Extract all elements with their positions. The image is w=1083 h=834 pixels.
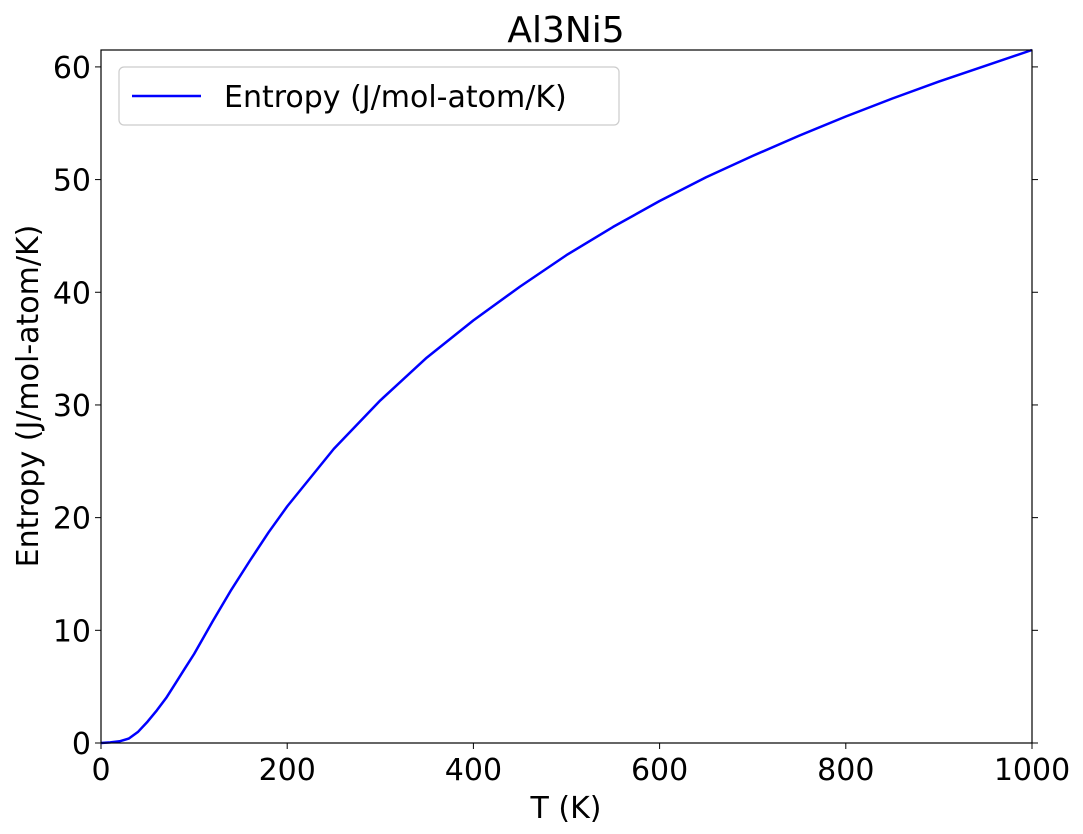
legend-box	[118, 66, 620, 126]
plot-background	[101, 50, 1032, 743]
y-tick-label: 20	[53, 502, 91, 537]
y-tick-label: 50	[53, 164, 91, 199]
y-tick-label: 60	[53, 51, 91, 86]
x-tick-label: 200	[259, 753, 316, 788]
x-tick-label: 800	[817, 753, 874, 788]
x-tick-label: 1000	[994, 753, 1070, 788]
legend-label: Entropy (J/mol-atom/K)	[224, 80, 567, 115]
x-tick-label: 0	[91, 753, 110, 788]
plot-frame	[100, 49, 1033, 744]
y-tick-label: 0	[72, 727, 91, 762]
series-layer	[100, 48, 1033, 745]
y-tick-label: 30	[53, 389, 91, 424]
y-axis-ticks: 0 10 20 30 40 50 60	[53, 51, 1038, 762]
y-tick-label: 40	[53, 276, 91, 311]
x-tick-label: 400	[445, 753, 502, 788]
legend: Entropy (J/mol-atom/K)	[118, 66, 620, 126]
y-axis-title: Entropy (J/mol-atom/K)	[11, 225, 46, 568]
x-axis-title: T (K)	[530, 791, 602, 826]
chart-title: Al3Ni5	[507, 10, 624, 51]
x-tick-label: 600	[631, 753, 688, 788]
series-line-0	[100, 48, 1033, 745]
x-axis-ticks: 0 200 400 600 800 1000	[91, 743, 1070, 788]
y-tick-label: 10	[53, 614, 91, 649]
